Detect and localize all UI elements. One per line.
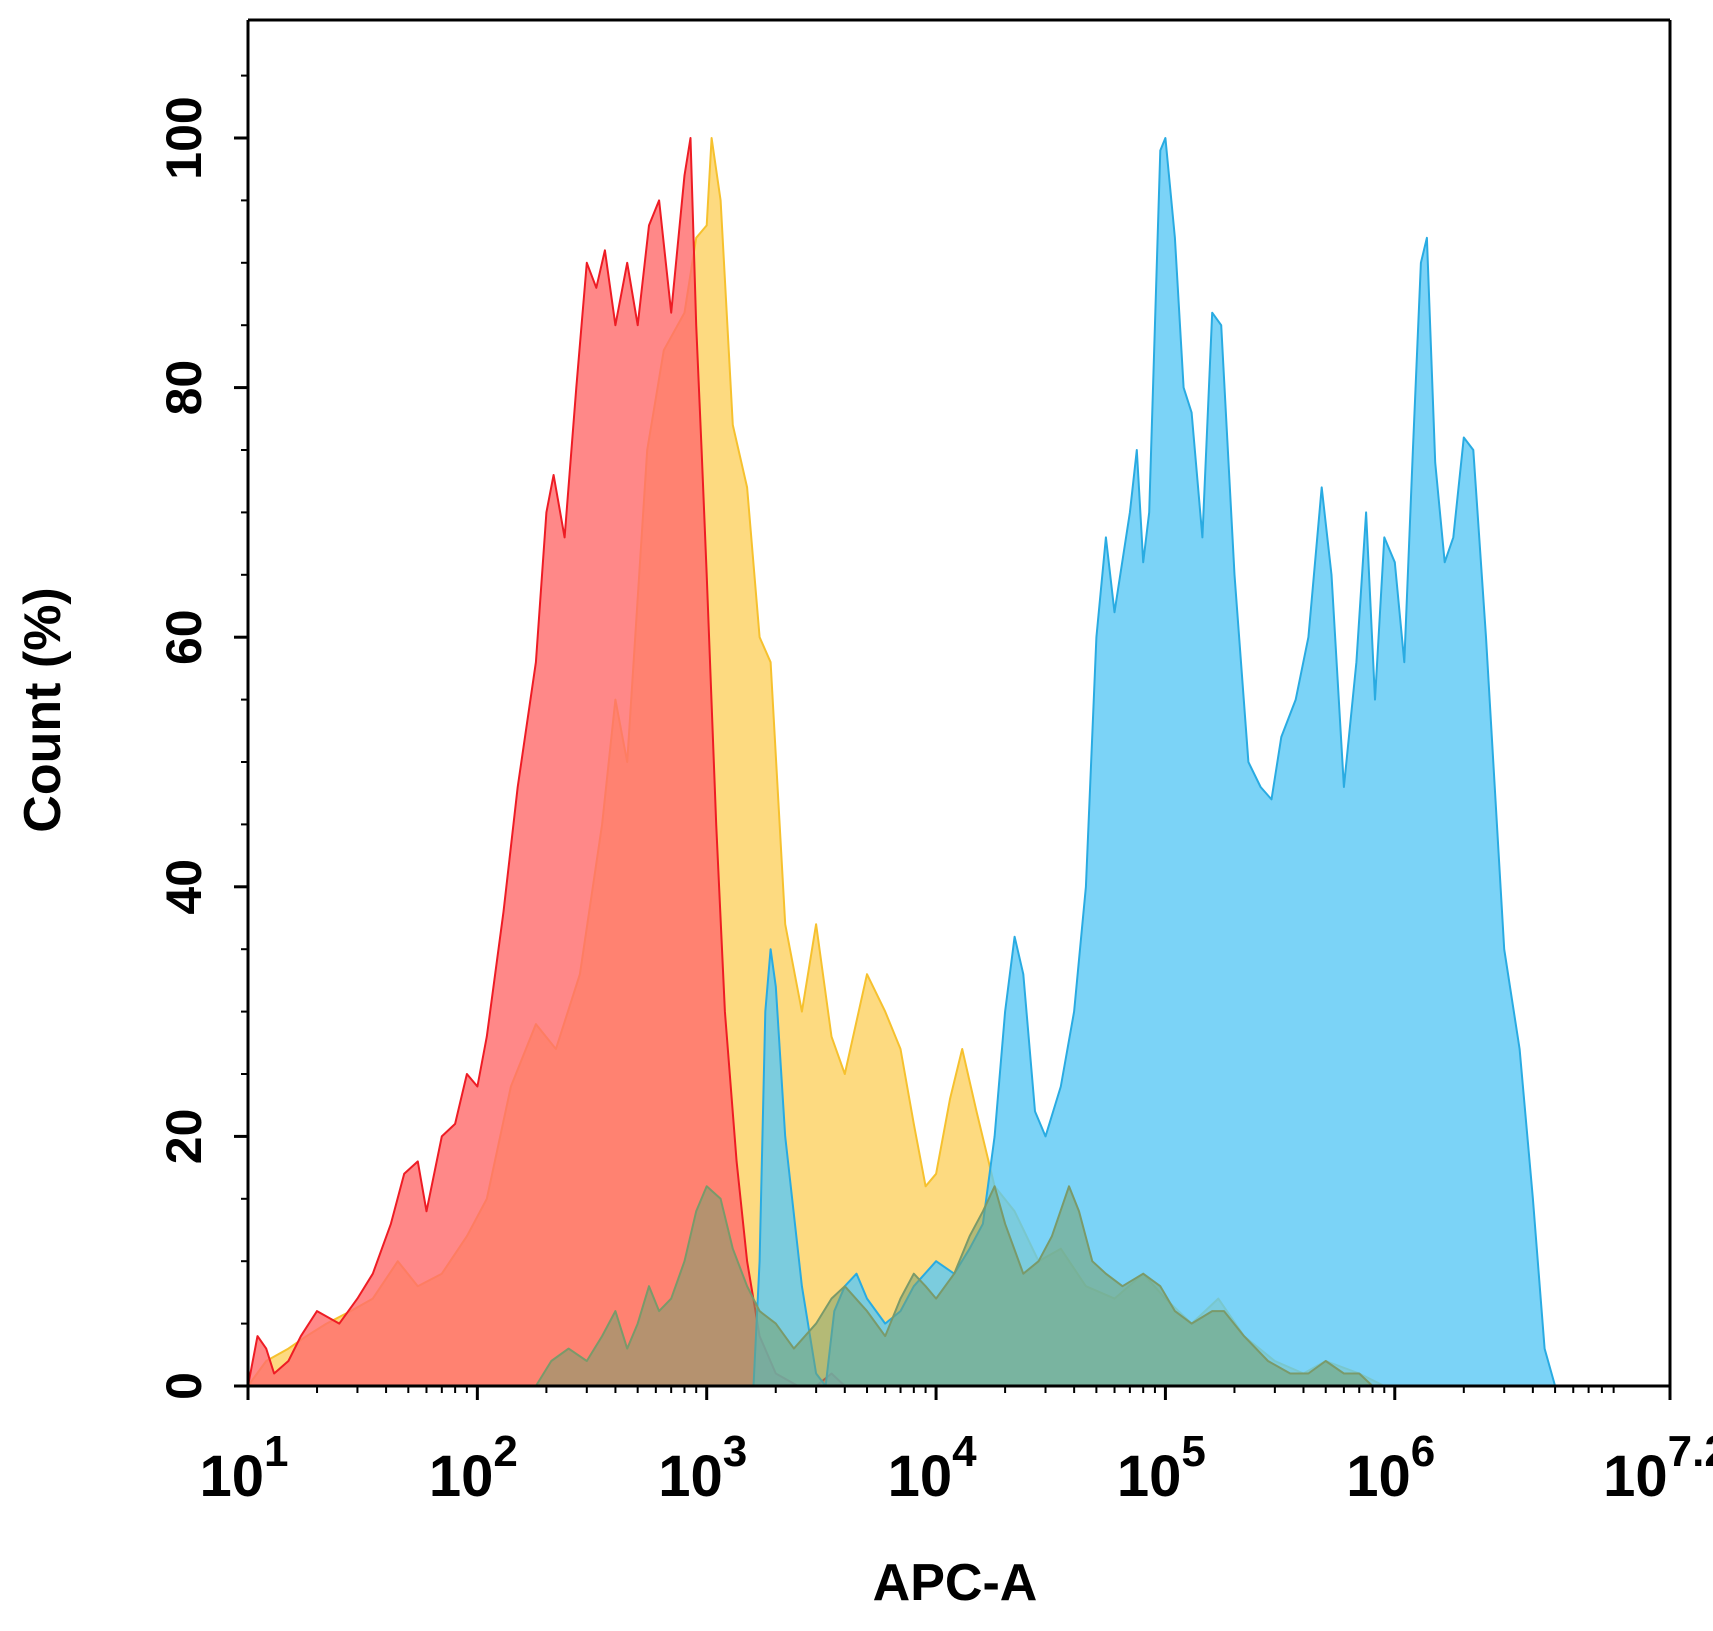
y-tick-label: 100 xyxy=(156,96,212,179)
x-tick-base: 10 xyxy=(429,1444,494,1509)
y-tick-label: 60 xyxy=(156,609,212,665)
x-tick-label: 107.2 xyxy=(1603,1427,1713,1509)
y-axis-title: Count (%) xyxy=(14,587,72,832)
x-tick-label: 106 xyxy=(1346,1427,1435,1509)
x-tick-exponent: 7.2 xyxy=(1668,1427,1713,1476)
x-tick-exponent: 4 xyxy=(952,1427,977,1476)
y-tick-label: 20 xyxy=(156,1109,212,1165)
axes-layer xyxy=(246,18,1672,1388)
x-tick-base: 10 xyxy=(1346,1444,1411,1509)
x-tick-exponent: 1 xyxy=(264,1427,288,1476)
x-tick-label: 103 xyxy=(658,1427,747,1509)
x-tick-exponent: 5 xyxy=(1181,1427,1205,1476)
x-tick-label: 102 xyxy=(429,1427,518,1509)
x-tick-exponent: 3 xyxy=(723,1427,747,1476)
x-tick-base: 10 xyxy=(888,1444,953,1509)
series-layer xyxy=(247,137,1557,1387)
x-tick-base: 10 xyxy=(658,1444,723,1509)
x-tick-base: 10 xyxy=(200,1444,265,1509)
y-tick-label: 40 xyxy=(156,859,212,915)
x-tick-exponent: 2 xyxy=(493,1427,517,1476)
x-tick-label: 101 xyxy=(200,1427,289,1509)
x-tick-label: 104 xyxy=(888,1427,978,1509)
x-tick-exponent: 6 xyxy=(1411,1427,1435,1476)
x-axis-title: APC-A xyxy=(873,1554,1038,1612)
x-tick-base: 10 xyxy=(1603,1444,1668,1509)
series-1-area xyxy=(247,137,846,1387)
y-tick-label: 80 xyxy=(156,360,212,416)
x-tick-label: 105 xyxy=(1117,1427,1206,1509)
series-3-area xyxy=(534,1185,1374,1387)
series-2-area xyxy=(752,137,1557,1387)
x-tick-base: 10 xyxy=(1117,1444,1182,1509)
y-tick-label: 0 xyxy=(156,1372,212,1400)
